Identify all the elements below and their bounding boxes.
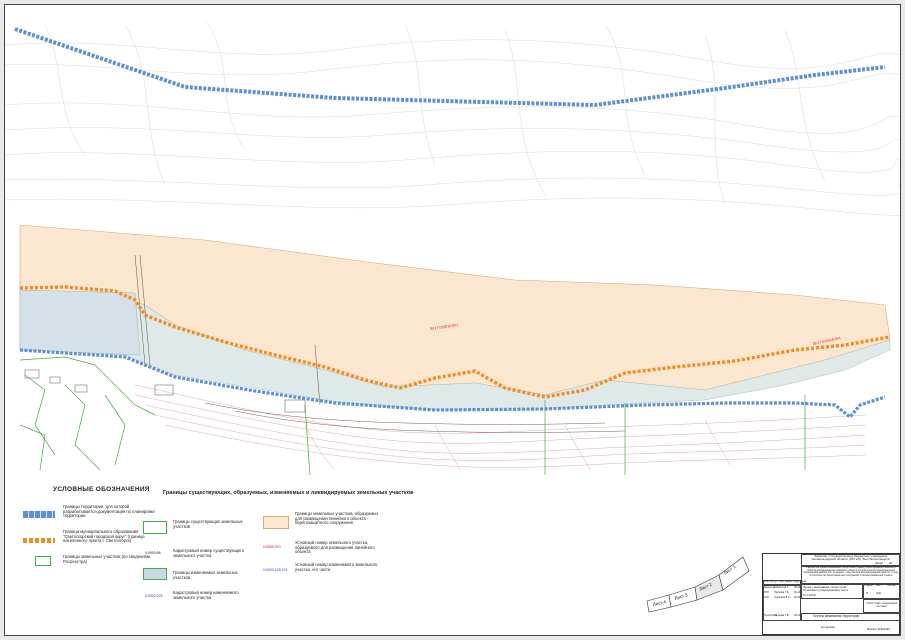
changed-plot-swatch [143, 568, 167, 580]
date-4: 06.20 [794, 614, 801, 617]
land-plot-swatch [35, 556, 51, 566]
map-canvas: 39:17:010018:ЗУ1 39:17:010018:ЗУ1 [5, 19, 900, 475]
name-3: Чуракова В.А. [774, 596, 791, 599]
drawing-sheet: 39:17:010018:ЗУ1 39:17:010018:ЗУ1 УСЛОВН… [4, 4, 901, 636]
land-plot-label: Границы земельных участков (по сведениям… [63, 554, 150, 564]
changed-plot-label: Границы изменяемых земельных участков [173, 570, 238, 580]
role-2: ГИП [764, 591, 769, 594]
changed-cad-label: Кадастровый номер изменяемого земельного… [173, 590, 239, 600]
existing-plot-hatched [19, 289, 141, 356]
scale-text: М 1:1000 [803, 593, 816, 597]
name-4: Наумова Т.В. [774, 614, 790, 617]
legend-title: УСЛОВНЫЕ ОБОЗНАЧЕНИЯ [53, 486, 150, 493]
sheets-label: Листов [887, 584, 896, 587]
stage-value: П [866, 591, 869, 595]
formed-plot-swatch [263, 516, 289, 529]
territory-boundary-top [14, 27, 886, 108]
role-1: Директор [764, 586, 775, 589]
order-label: Заказ [875, 561, 883, 565]
copied-text: Копировал [821, 625, 836, 629]
territory-boundary-bottom [19, 348, 886, 420]
formed-plot-label-legend: Границы земельных участков, образуемых д… [295, 511, 379, 526]
sheet-index: Лист 4 Лист 3 Лист 2 Лист 1 [646, 556, 750, 613]
existing-plot-swatch [143, 521, 167, 534]
formed-plot-label-right: 39:17:010018:ЗУ1 [812, 336, 841, 346]
sheet-name: Чертёж межевания территории [813, 614, 860, 618]
changed-cond-sample: 0:0000:225:ЗУ1 [263, 568, 288, 572]
firm-text: ООО "Смит инжиниринг системс" [866, 601, 898, 609]
customer-text: Заказчик - Государственное бюджетное учр… [811, 554, 891, 562]
role-4: Н.контроль [764, 614, 778, 617]
sheet-label: Лист [876, 584, 882, 587]
date-3: 06.20 [794, 596, 801, 599]
existing-plot-label: Границы существующих земельных участков [173, 519, 243, 529]
municipal-swatch [23, 538, 55, 543]
contour-lines [5, 19, 900, 216]
sheet-value: 3(2) [876, 591, 882, 595]
changed-cad-sample: 0:0000:225 [145, 594, 163, 598]
date-1: 06.20 [794, 586, 801, 589]
sheet-3-label: Лист 3 [674, 592, 689, 601]
municipal-label: Граница муниципального образования "Свет… [63, 529, 145, 544]
formed-cond-label: Условный номер земельного участка, образ… [295, 540, 375, 555]
lower-terrain-dark [204, 402, 626, 433]
name-1: Кабанов Д.С. [774, 586, 790, 589]
title-block: Заказчик - Государственное бюджетное учр… [762, 553, 900, 635]
shore-strip [19, 289, 891, 411]
municipal-boundary [19, 285, 891, 399]
territory-swatch [23, 511, 55, 518]
changed-cond-label: Условный номер изменяемого земельного уч… [295, 562, 378, 572]
formed-cond-sample: 0:0000:ЗУ1 [263, 545, 281, 549]
drawing-title: Проект межевания территории. Основная (у… [803, 585, 849, 593]
tb-headers: Изм. Кол.уч. Лист №док. Подп. Дата [764, 580, 807, 583]
legend-subtitle: Границы существующих, образуемых, изменя… [163, 490, 414, 496]
land-plot-boundaries [19, 356, 806, 475]
sheet-2-label: Лист 2 [698, 581, 713, 591]
existing-cad-sample: 0:0000:56 [145, 551, 161, 555]
existing-cad-label: Кадастровый номер существующего земельно… [173, 548, 245, 558]
name-2: Наумова Т.В. [774, 591, 790, 594]
format-text: Формат 1189х420 [867, 627, 890, 631]
role-3: ГАП [764, 596, 769, 599]
formed-plot-label: 39:17:010018:ЗУ1 [430, 323, 459, 331]
sheet-4-label: Лист 4 [652, 599, 667, 607]
structures [24, 254, 321, 413]
territory-label: Границы территории, для которой разрабат… [63, 504, 155, 519]
order-value: 00 [889, 561, 893, 565]
sheet-1-box[interactable] [718, 556, 750, 591]
lower-terrain [134, 384, 866, 471]
date-2: 06.20 [794, 591, 801, 594]
stage-label: Стадия [864, 584, 873, 587]
object-text: Разработка проекта межевания территории … [803, 566, 899, 577]
